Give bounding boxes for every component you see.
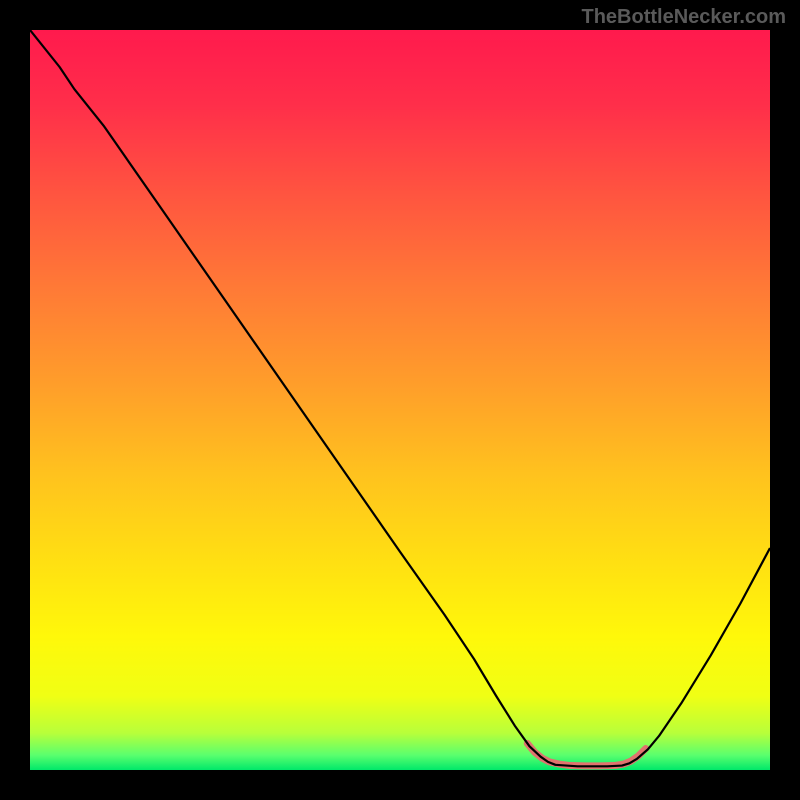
- chart-background: [30, 30, 770, 770]
- attribution-text: TheBottleNecker.com: [581, 6, 786, 29]
- chart-plot-area: [30, 30, 770, 770]
- bottleneck-chart: [30, 30, 770, 770]
